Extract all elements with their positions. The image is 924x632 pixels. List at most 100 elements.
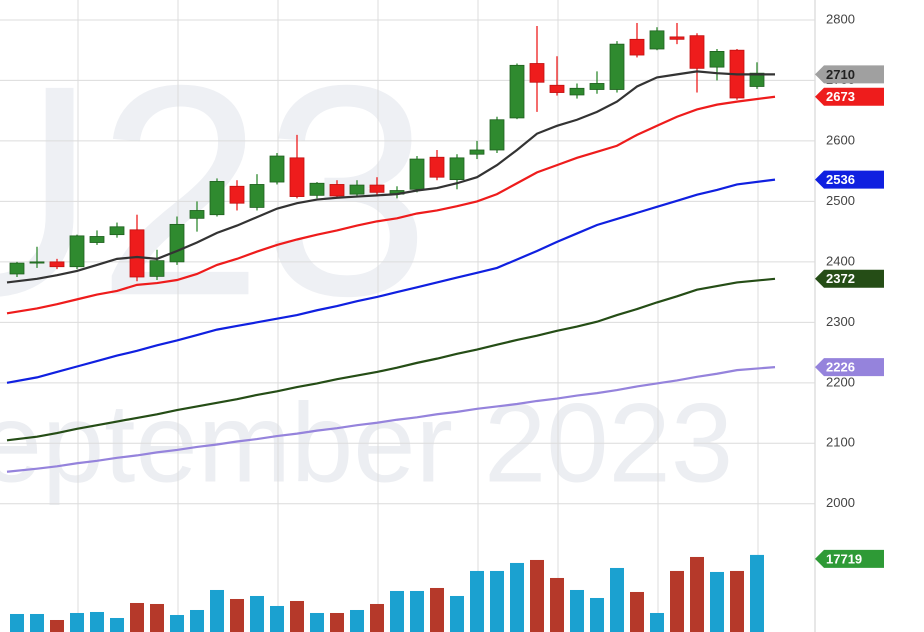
volume-bar bbox=[570, 589, 584, 632]
volume-bar bbox=[610, 567, 624, 632]
candle-body bbox=[89, 236, 105, 243]
volume-bar bbox=[730, 570, 744, 632]
ma-tag-bg bbox=[815, 170, 884, 189]
volume-bar bbox=[170, 614, 184, 632]
candle-body bbox=[229, 185, 245, 204]
volume-bar bbox=[270, 605, 284, 632]
volume-bar bbox=[410, 590, 424, 632]
volume-bar bbox=[30, 613, 44, 632]
candle-body bbox=[149, 260, 165, 277]
candle-body bbox=[469, 149, 485, 155]
candle-body bbox=[9, 262, 25, 275]
ma-tag-bg bbox=[815, 65, 884, 84]
ma-tag: 2372 bbox=[826, 271, 855, 286]
watermark-group: U23 September 2023 bbox=[0, 22, 733, 505]
candle-body bbox=[369, 184, 385, 193]
vertical-grid bbox=[77, 0, 759, 632]
candle-body bbox=[209, 181, 225, 216]
volume-bar bbox=[550, 577, 564, 632]
candle-body bbox=[249, 184, 265, 208]
y-tick-label: 2200 bbox=[826, 374, 855, 389]
ma-tag-bg bbox=[815, 269, 884, 288]
ma-tag: 2226 bbox=[826, 360, 855, 375]
volume-bar bbox=[470, 570, 484, 632]
y-tick-label: 2100 bbox=[826, 435, 855, 450]
volume-bar bbox=[350, 609, 364, 632]
candle-body bbox=[289, 157, 305, 197]
ma-line bbox=[6, 95, 776, 315]
ma-tag-bg bbox=[815, 87, 884, 106]
candle-body bbox=[709, 51, 725, 68]
candle-body bbox=[589, 83, 605, 90]
ma-tag: 2536 bbox=[826, 172, 855, 187]
volume-bar bbox=[630, 591, 644, 632]
volume-bar bbox=[430, 587, 444, 632]
candle-body bbox=[569, 87, 585, 96]
volume-bar bbox=[670, 570, 684, 632]
y-tick-label: 2300 bbox=[826, 314, 855, 329]
volume-bar bbox=[210, 589, 224, 632]
candle-body bbox=[169, 223, 185, 263]
volume-bar bbox=[290, 600, 304, 632]
volume-bar bbox=[310, 612, 324, 632]
candle-body bbox=[109, 226, 125, 236]
candle-body bbox=[489, 119, 505, 151]
volume-tag: 17719 bbox=[826, 551, 862, 566]
volume-tag-bg bbox=[815, 549, 884, 568]
volume-bar bbox=[690, 556, 704, 632]
candle-body bbox=[549, 84, 565, 93]
volume-bar bbox=[510, 562, 524, 632]
volume-bar bbox=[650, 612, 664, 632]
candle-body bbox=[689, 35, 705, 69]
candle-body bbox=[129, 229, 145, 278]
volume-bar bbox=[450, 595, 464, 632]
volume-bar bbox=[10, 613, 24, 632]
ma-line bbox=[6, 178, 776, 384]
candle-body bbox=[309, 182, 325, 196]
candle-body bbox=[649, 30, 665, 50]
volume-bar bbox=[130, 602, 144, 632]
candle-body bbox=[409, 158, 425, 190]
volume-bar bbox=[490, 570, 504, 632]
candle-body bbox=[69, 235, 85, 268]
candle-body bbox=[29, 261, 45, 264]
ma-tag: 2673 bbox=[826, 89, 855, 104]
y-tick-label: 2000 bbox=[826, 495, 855, 510]
volume-bar bbox=[190, 609, 204, 632]
candle-body bbox=[529, 63, 545, 83]
y-tick-label: 2500 bbox=[826, 193, 855, 208]
volume-bar bbox=[250, 595, 264, 632]
y-tick-label: 2400 bbox=[826, 253, 855, 268]
candle-body bbox=[609, 43, 625, 90]
volume-bar bbox=[530, 559, 544, 632]
ma-line bbox=[6, 277, 776, 442]
volume-bar bbox=[50, 619, 64, 632]
candle-body bbox=[329, 184, 345, 197]
candle-body bbox=[509, 64, 525, 119]
candle-body bbox=[49, 261, 65, 268]
volume-bar bbox=[150, 603, 164, 632]
volume-bar bbox=[390, 590, 404, 632]
ma-line bbox=[6, 70, 775, 284]
ma-tag: 2710 bbox=[826, 67, 855, 82]
candle-body bbox=[269, 155, 285, 183]
volume-bar bbox=[230, 598, 244, 632]
ma-line bbox=[6, 366, 776, 473]
y-tick-label: 2600 bbox=[826, 132, 855, 147]
candle-body bbox=[189, 210, 205, 219]
volume-bar bbox=[750, 554, 764, 632]
candle-body bbox=[429, 156, 445, 178]
volume-bar bbox=[90, 611, 104, 632]
candle-body bbox=[449, 157, 465, 181]
candle-body bbox=[749, 72, 765, 87]
y-tick-label: 2800 bbox=[826, 11, 855, 26]
volume-bar bbox=[590, 597, 604, 632]
volume-bar bbox=[330, 612, 344, 632]
volume-bar bbox=[70, 612, 84, 632]
volume-bar bbox=[110, 617, 124, 632]
volume-bar bbox=[370, 603, 384, 632]
candle-body bbox=[349, 184, 365, 195]
candle-body bbox=[629, 38, 645, 56]
candle-body bbox=[669, 36, 685, 40]
